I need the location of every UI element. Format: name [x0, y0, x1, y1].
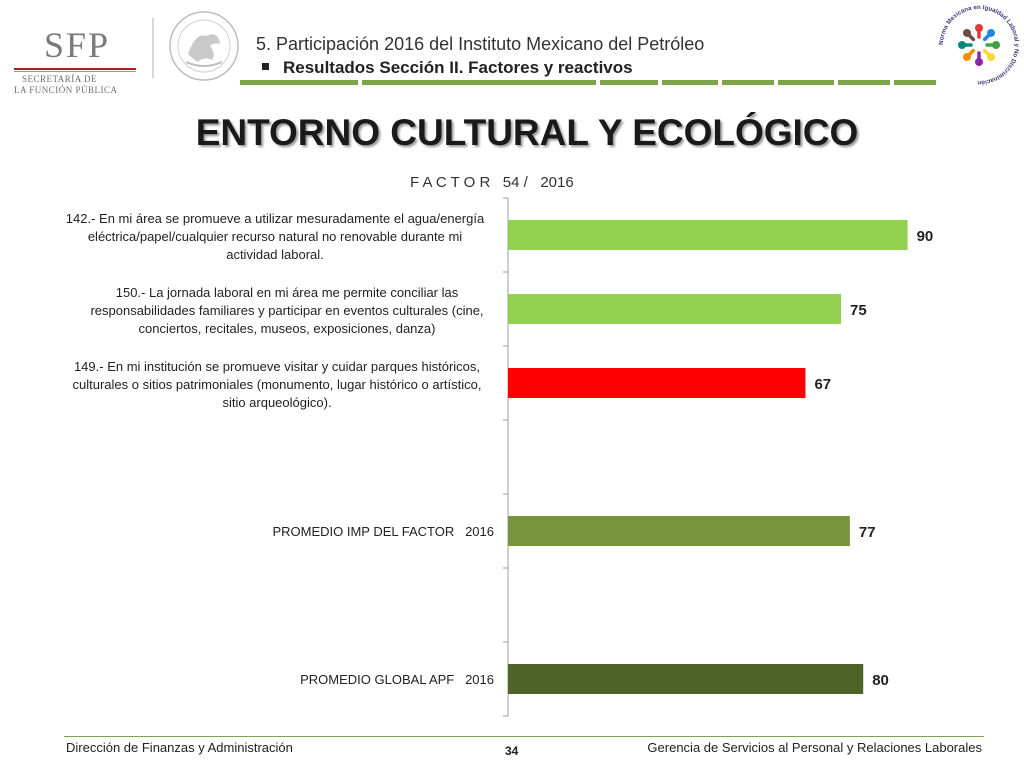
bar: [508, 368, 806, 398]
deco-segment: [362, 80, 596, 85]
header-separator: [152, 18, 154, 78]
deco-segment: [722, 80, 774, 85]
question-149-line: culturales o sitios patrimoniales (monum…: [72, 377, 482, 392]
bar-value-label: 67: [814, 376, 831, 393]
question-149-line: 149.- En mi institución se promueve visi…: [73, 359, 481, 374]
question-150-line: 150.- La jornada laboral en mi área me p…: [115, 285, 459, 300]
question-150-line: responsabilidades familiares y participa…: [90, 303, 484, 318]
deco-segment: [662, 80, 718, 85]
norma-igualdad-logo-icon: Norma Mexicana en Igualdad Laboral y No …: [938, 4, 1020, 86]
deco-segment: [778, 80, 834, 85]
question-142-label: 142.- En mi área se promueve a utilizar …: [40, 210, 510, 264]
question-149-line: sitio arqueológico).: [222, 395, 332, 410]
norma-figure-body: [965, 48, 976, 59]
bar: [508, 294, 841, 324]
bar-value-label: 77: [859, 524, 876, 541]
deco-segment: [240, 80, 358, 85]
sfp-line1: SECRETARÍA DE: [22, 74, 98, 84]
promedio-imp-label: PROMEDIO IMP DEL FACTOR 2016: [272, 524, 494, 539]
sfp-red-line: [14, 68, 136, 70]
bar: [508, 220, 908, 250]
bar: [508, 516, 850, 546]
sfp-gray-line: [14, 71, 136, 72]
question-142-line: actividad laboral.: [226, 247, 324, 262]
sfp-acronym: SFP: [44, 25, 111, 65]
promedio-global-label: PROMEDIO GLOBAL APF 2016: [300, 672, 494, 687]
deco-segment: [600, 80, 658, 85]
norma-figure-body: [982, 31, 993, 42]
footer-left-text: Dirección de Finanzas y Administración: [66, 740, 293, 755]
sfp-line2: LA FUNCIÓN PÚBLICA: [14, 85, 118, 95]
question-142-line: 142.- En mi área se promueve a utilizar …: [65, 211, 485, 226]
footer-divider: [64, 736, 984, 737]
footer-right-text: Gerencia de Servicios al Personal y Rela…: [647, 740, 982, 755]
page-number: 34: [505, 744, 519, 758]
deco-segment: [894, 80, 936, 85]
header-subtitle: Resultados Sección II. Factores y reacti…: [262, 58, 633, 78]
header-subtitle-text: Resultados Sección II. Factores y reacti…: [283, 58, 633, 77]
question-150-label: 150.- La jornada laboral en mi área me p…: [52, 284, 522, 338]
question-149-label: 149.- En mi institución se promueve visi…: [42, 358, 512, 412]
question-142-line: eléctrica/papel/cualquier recurso natura…: [87, 229, 463, 244]
norma-figure-body: [965, 31, 976, 42]
bar-value-label: 75: [850, 302, 867, 319]
deco-segment: [838, 80, 890, 85]
bullet-icon: [262, 63, 269, 71]
bar: [508, 664, 864, 694]
factor-label: F A C T O R 54 / 2016: [410, 174, 574, 191]
norma-figure-body: [982, 48, 993, 59]
question-150-line: conciertos, recitales, museos, exposicio…: [138, 321, 436, 336]
header-title: 5. Participación 2016 del Instituto Mexi…: [256, 34, 705, 54]
sfp-logo: SFP SECRETARÍA DE LA FUNCIÓN PÚBLICA: [8, 24, 138, 95]
bar-value-label: 80: [872, 672, 889, 689]
coat-of-arms-icon: [169, 11, 239, 81]
main-title: ENTORNO CULTURAL Y ECOLÓGICO: [195, 112, 859, 153]
bar-value-label: 90: [917, 228, 934, 245]
